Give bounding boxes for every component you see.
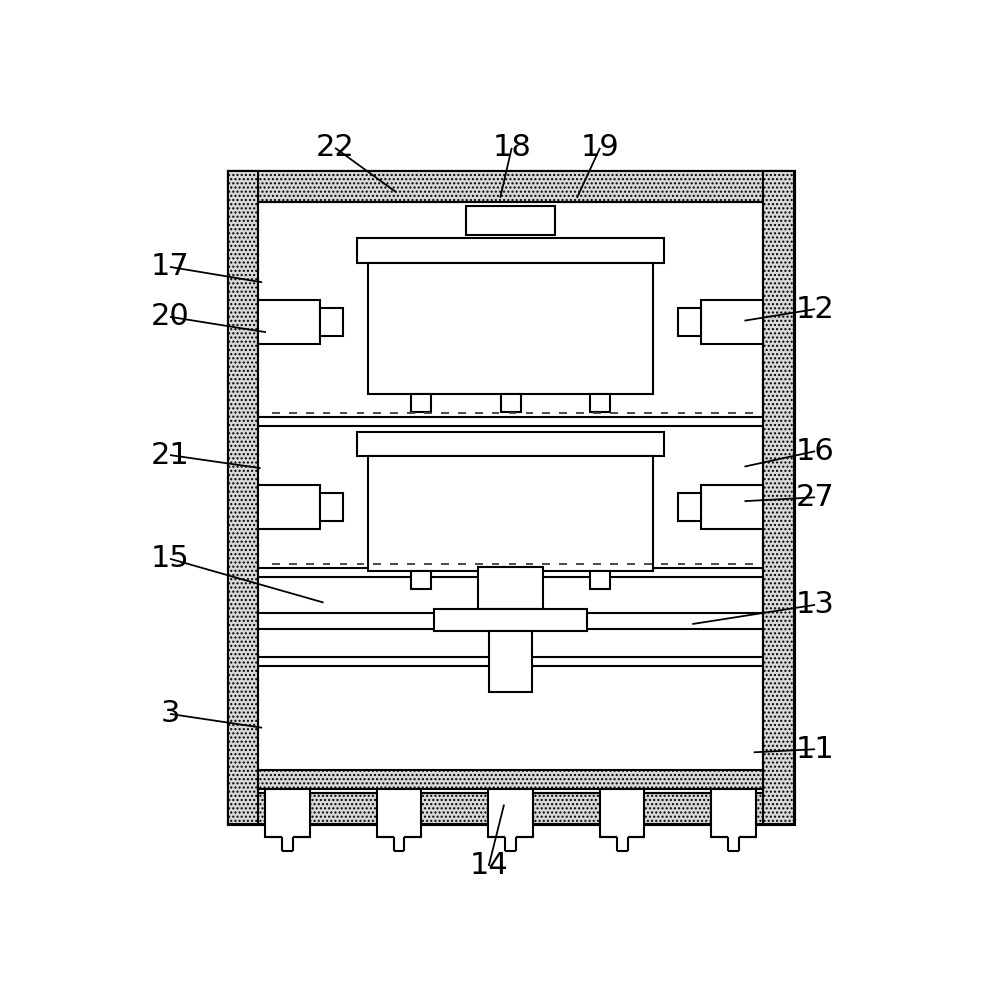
Text: 3: 3 — [161, 699, 179, 728]
Bar — [369, 263, 653, 394]
Bar — [228, 171, 794, 202]
Bar — [357, 238, 664, 263]
Bar — [393, 825, 404, 851]
Text: 16: 16 — [796, 437, 834, 466]
Bar — [228, 171, 794, 824]
Bar — [679, 308, 702, 336]
Bar — [500, 394, 520, 412]
Text: 13: 13 — [796, 590, 834, 619]
Bar — [500, 571, 520, 589]
Text: 12: 12 — [796, 295, 834, 324]
Bar — [228, 793, 794, 824]
Bar — [679, 493, 702, 521]
Text: 21: 21 — [151, 441, 189, 470]
Bar — [228, 171, 259, 824]
Text: 20: 20 — [151, 302, 189, 331]
Text: 22: 22 — [316, 133, 355, 162]
Bar — [712, 789, 756, 837]
Bar — [702, 485, 763, 529]
Bar — [763, 171, 794, 824]
Bar — [489, 789, 533, 837]
Bar — [320, 308, 343, 336]
Text: 27: 27 — [796, 483, 834, 512]
Bar — [600, 789, 644, 837]
Bar — [591, 394, 610, 412]
Text: 17: 17 — [151, 252, 189, 281]
Text: 15: 15 — [151, 544, 189, 573]
Bar — [728, 825, 739, 851]
Bar — [478, 567, 543, 609]
Bar — [259, 485, 320, 529]
Bar — [434, 609, 588, 631]
Bar — [259, 770, 763, 789]
Bar — [505, 825, 516, 851]
Bar — [369, 456, 653, 571]
Bar — [702, 300, 763, 344]
Bar — [467, 206, 555, 235]
Bar — [616, 825, 627, 851]
Text: 19: 19 — [581, 133, 619, 162]
Bar — [377, 789, 421, 837]
Text: 18: 18 — [493, 133, 531, 162]
Bar — [357, 432, 664, 456]
Bar — [266, 789, 310, 837]
Bar — [490, 631, 532, 692]
Bar — [259, 300, 320, 344]
Bar — [410, 394, 431, 412]
Bar — [591, 571, 610, 589]
Text: 11: 11 — [796, 735, 834, 764]
Bar — [282, 825, 293, 851]
Bar — [320, 493, 343, 521]
Text: 14: 14 — [470, 851, 508, 880]
Bar — [410, 571, 431, 589]
